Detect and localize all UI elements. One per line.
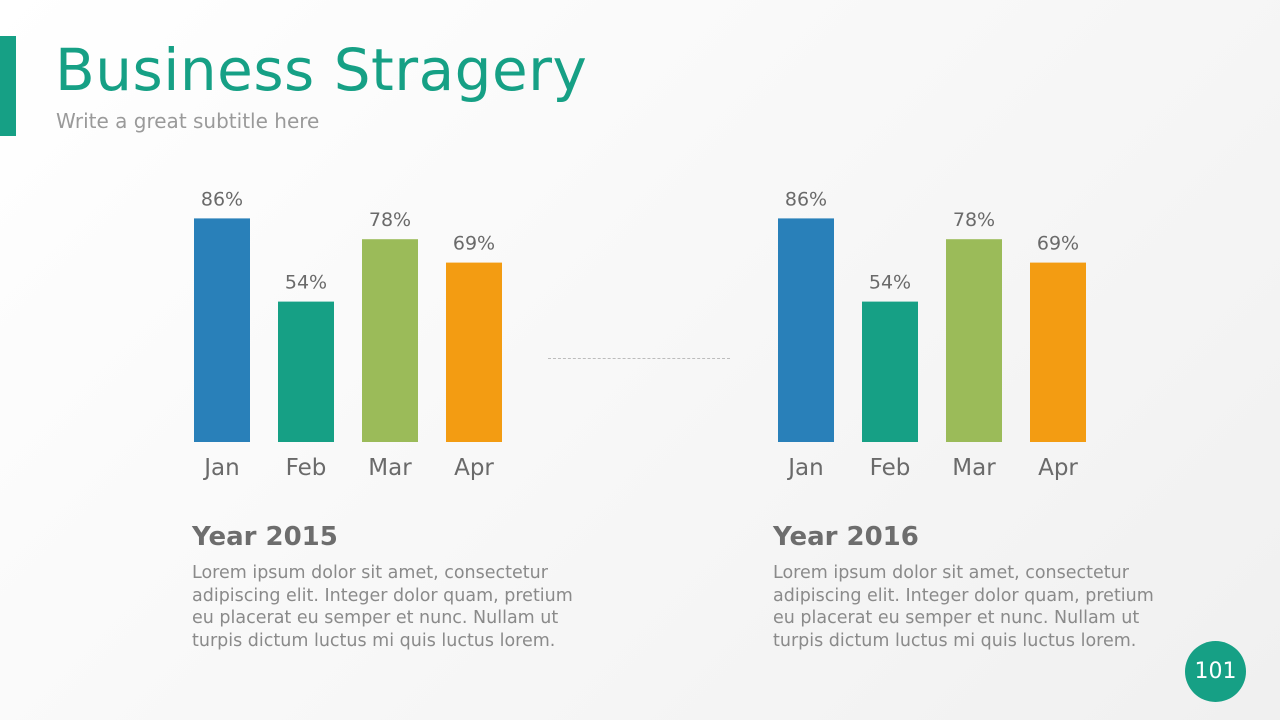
data-label-jan: 86%: [201, 188, 243, 210]
bar-apr: [446, 262, 502, 442]
data-label-apr: 69%: [1037, 233, 1079, 255]
category-label-feb: Feb: [870, 455, 911, 481]
block-body: Lorem ipsum dolor sit amet, consectetur …: [773, 563, 1154, 651]
category-label-mar: Mar: [368, 455, 412, 481]
bar-chart-2016: 86% Jan 54% Feb 78% Mar 69% Apr: [778, 188, 1086, 481]
category-label-jan: Jan: [202, 455, 239, 481]
category-label-jan: Jan: [786, 455, 823, 481]
slide-title: Business Stragery: [55, 36, 588, 104]
bar-jan: [778, 218, 834, 442]
category-label-feb: Feb: [286, 455, 327, 481]
block-heading: Year 2016: [773, 522, 919, 552]
bar-apr: [1030, 262, 1086, 442]
page-number-badge: 101: [1185, 641, 1246, 702]
bar-mar: [362, 239, 418, 442]
data-label-mar: 78%: [369, 209, 411, 231]
bar-chart-2015: 86% Jan 54% Feb 78% Mar 69% Apr: [194, 188, 502, 481]
text-block-2015: Year 2015 Lorem ipsum dolor sit amet, co…: [192, 522, 592, 652]
data-label-feb: 54%: [869, 272, 911, 294]
bar-mar: [946, 239, 1002, 442]
bar-jan: [194, 218, 250, 442]
bar-feb: [862, 301, 918, 442]
block-body: Lorem ipsum dolor sit amet, consectetur …: [192, 563, 573, 651]
category-label-mar: Mar: [952, 455, 996, 481]
data-label-jan: 86%: [785, 188, 827, 210]
data-label-feb: 54%: [285, 272, 327, 294]
data-label-mar: 78%: [953, 209, 995, 231]
text-block-2016: Year 2016 Lorem ipsum dolor sit amet, co…: [773, 522, 1173, 652]
title-accent-bar: [0, 36, 16, 136]
data-label-apr: 69%: [453, 233, 495, 255]
category-label-apr: Apr: [454, 455, 494, 481]
category-label-apr: Apr: [1038, 455, 1078, 481]
slide-subtitle: Write a great subtitle here: [56, 109, 320, 133]
bar-feb: [278, 301, 334, 442]
dashed-divider: [548, 358, 730, 359]
block-heading: Year 2015: [192, 522, 338, 552]
